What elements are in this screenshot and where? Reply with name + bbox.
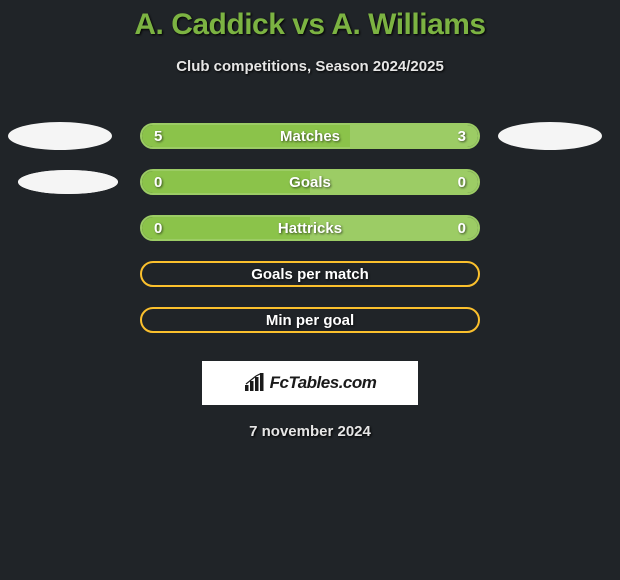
stat-row-goals-per-match: Goals per match — [0, 251, 620, 297]
stat-label: Hattricks — [278, 220, 342, 237]
stat-value-right: 0 — [458, 174, 466, 191]
stat-row-matches: 5 Matches 3 — [0, 113, 620, 159]
stat-value-left: 0 — [154, 174, 162, 191]
stat-bar: Min per goal — [140, 307, 480, 333]
stat-value-right: 3 — [458, 128, 466, 145]
stat-bar: Goals per match — [140, 261, 480, 287]
stat-row-goals: 0 Goals 0 — [0, 159, 620, 205]
stat-bar: 0 Hattricks 0 — [140, 215, 480, 241]
stat-value-left: 0 — [154, 220, 162, 237]
stat-bar: 5 Matches 3 — [140, 123, 480, 149]
brand-logo-box: FcTables.com — [202, 361, 418, 405]
stats-container: 5 Matches 3 0 Goals 0 0 Hattricks 0 Goal… — [0, 113, 620, 343]
stat-row-min-per-goal: Min per goal — [0, 297, 620, 343]
brand-text: FcTables.com — [270, 373, 377, 393]
stat-label: Min per goal — [266, 312, 354, 329]
stat-label: Goals per match — [251, 266, 369, 283]
stat-label: Matches — [280, 128, 340, 145]
brand-logo: FcTables.com — [244, 373, 377, 393]
bar-fill-right — [310, 171, 478, 193]
date-text: 7 november 2024 — [0, 423, 620, 440]
avatar-right — [18, 170, 118, 194]
page-subtitle: Club competitions, Season 2024/2025 — [0, 58, 620, 75]
stat-value-right: 0 — [458, 220, 466, 237]
stat-label: Goals — [289, 174, 331, 191]
avatar-right — [498, 122, 602, 150]
stat-value-left: 5 — [154, 128, 162, 145]
bar-fill-left — [142, 171, 310, 193]
chart-icon — [244, 373, 266, 393]
page-title: A. Caddick vs A. Williams — [0, 0, 620, 42]
stat-bar: 0 Goals 0 — [140, 169, 480, 195]
stat-row-hattricks: 0 Hattricks 0 — [0, 205, 620, 251]
avatar-left — [8, 122, 112, 150]
